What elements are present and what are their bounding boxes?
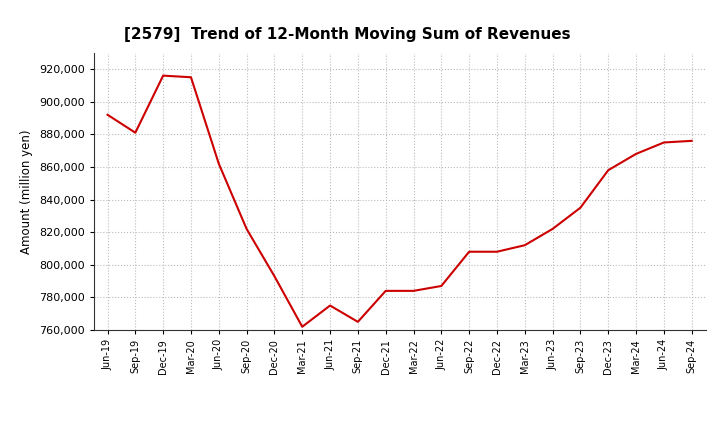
Text: [2579]  Trend of 12-Month Moving Sum of Revenues: [2579] Trend of 12-Month Moving Sum of R… [125, 27, 571, 42]
Y-axis label: Amount (million yen): Amount (million yen) [20, 129, 33, 253]
